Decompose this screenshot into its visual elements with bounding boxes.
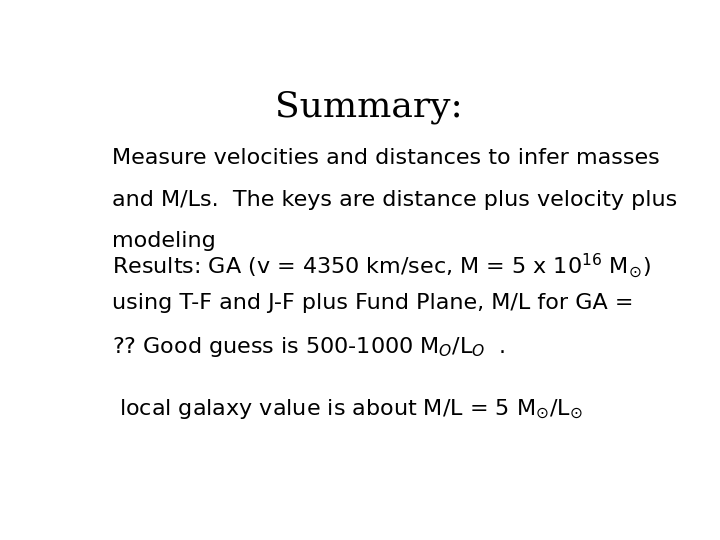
Text: ?? Good guess is 500-1000 M$_{O}$/L$_{O}$  .: ?? Good guess is 500-1000 M$_{O}$/L$_{O}… [112, 335, 506, 359]
Text: Summary:: Summary: [275, 90, 463, 124]
Text: Measure velocities and distances to infer masses: Measure velocities and distances to infe… [112, 148, 660, 168]
Text: Results: GA (v = 4350 km/sec, M = 5 x 10$^{16}$ M$_{\odot}$): Results: GA (v = 4350 km/sec, M = 5 x 10… [112, 252, 651, 280]
Text: using T-F and J-F plus Fund Plane, M/L for GA =: using T-F and J-F plus Fund Plane, M/L f… [112, 293, 634, 314]
Text: modeling: modeling [112, 231, 216, 251]
Text: and M/Ls.  The keys are distance plus velocity plus: and M/Ls. The keys are distance plus vel… [112, 190, 678, 210]
Text: local galaxy value is about M/L = 5 M$_{\odot}$/L$_{\odot}$: local galaxy value is about M/L = 5 M$_{… [112, 397, 583, 421]
